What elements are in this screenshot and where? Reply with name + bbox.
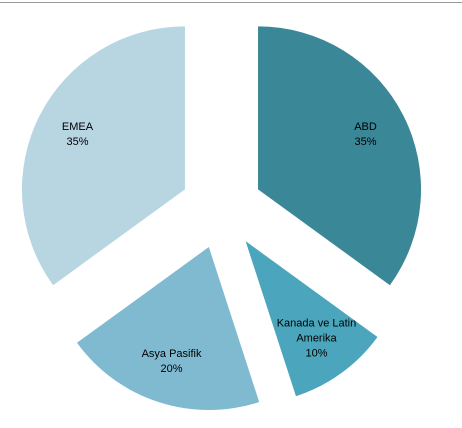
pie-slice — [21, 26, 185, 286]
data-label: Asya Pasifik 20% — [132, 347, 212, 377]
data-label: Kanada ve Latin Amerika 10% — [276, 316, 357, 361]
slice-name: ABD — [354, 120, 377, 133]
data-label: ABD 35% — [326, 120, 406, 150]
data-label: EMEA 35% — [37, 120, 117, 150]
slice-percent: 10% — [305, 347, 328, 360]
slice-name: EMEA — [61, 120, 94, 133]
slice-percent: 35% — [66, 135, 89, 148]
slice-name: Asya Pasifik — [141, 347, 202, 360]
slice-name: Kanada ve Latin Amerika — [276, 317, 357, 345]
slice-percent: 35% — [354, 135, 377, 148]
pie-slice — [76, 246, 260, 410]
pie-slice — [258, 26, 422, 286]
slice-percent: 20% — [160, 362, 183, 375]
pie-slice — [245, 241, 378, 397]
